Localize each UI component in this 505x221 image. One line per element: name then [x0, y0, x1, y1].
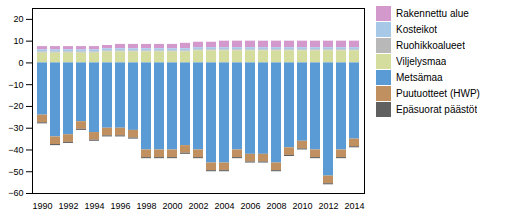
svg-text:2002: 2002 — [188, 201, 208, 211]
svg-text:−10: −10 — [8, 80, 23, 90]
svg-text:−50: −50 — [8, 167, 23, 177]
svg-text:1992: 1992 — [58, 201, 78, 211]
svg-text:−60: −60 — [8, 188, 23, 198]
html-text:Viljelysmaa: Viljelysmaa — [396, 56, 447, 67]
svg-text:1994: 1994 — [84, 201, 104, 211]
svg-text:−40: −40 — [8, 145, 23, 155]
svg-text:20: 20 — [13, 14, 23, 24]
svg-text:2006: 2006 — [240, 201, 260, 211]
svg-text:1998: 1998 — [136, 201, 156, 211]
html-text:Puutuotteet (HWP): Puutuotteet (HWP) — [396, 88, 480, 99]
svg-text:1996: 1996 — [110, 201, 130, 211]
html-text:Metsämaa: Metsämaa — [396, 72, 443, 83]
svg-text:−30: −30 — [8, 123, 23, 133]
svg-text:2004: 2004 — [214, 201, 234, 211]
svg-text:2014: 2014 — [344, 201, 364, 211]
svg-text:2010: 2010 — [292, 201, 312, 211]
html-text:Epäsuorat päästöt: Epäsuorat päästöt — [396, 104, 478, 115]
html-text:Kosteikot: Kosteikot — [396, 24, 438, 35]
svg-text:2012: 2012 — [318, 201, 338, 211]
svg-text:−20: −20 — [8, 101, 23, 111]
svg-text:0: 0 — [18, 58, 23, 68]
svg-text:10: 10 — [13, 36, 23, 46]
html-text:Ruohikkoalueet: Ruohikkoalueet — [396, 40, 465, 51]
svg-text:2000: 2000 — [162, 201, 182, 211]
svg-text:1990: 1990 — [32, 201, 52, 211]
svg-text:2008: 2008 — [266, 201, 286, 211]
html-text:Rakennettu alue: Rakennettu alue — [396, 8, 469, 19]
